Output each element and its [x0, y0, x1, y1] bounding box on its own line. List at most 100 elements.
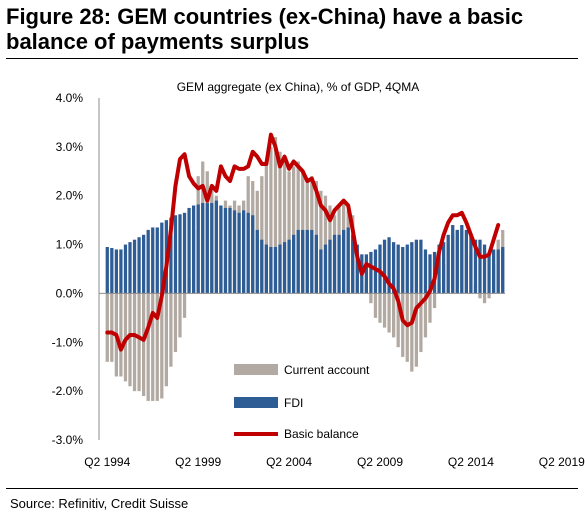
fdi-bar [451, 225, 455, 294]
fdi-bar [296, 229, 300, 294]
fdi-bar [192, 205, 196, 294]
current-account-bar [428, 293, 432, 323]
y-tick-label: 4.0% [56, 91, 84, 105]
basic-balance-line [105, 132, 501, 352]
fdi-bar [392, 242, 396, 294]
fdi-bar [123, 244, 128, 294]
fdi-bar [355, 244, 359, 294]
fdi-bar [332, 234, 337, 294]
fdi-bar [419, 239, 423, 294]
current-account-bar [296, 161, 300, 294]
fdi-bar [228, 207, 232, 294]
current-account-bar [151, 293, 155, 401]
fdi-bar [323, 244, 328, 294]
fdi-bar [255, 229, 259, 294]
current-account-bar [405, 293, 409, 362]
current-account-bar [319, 190, 323, 294]
fdi-bar [114, 249, 118, 294]
fdi-bar [187, 207, 191, 294]
current-account-bar [105, 293, 109, 362]
current-account-bar [432, 293, 437, 309]
fdi-bar [219, 205, 223, 294]
fdi-bar [442, 242, 446, 294]
fdi-bar [196, 204, 200, 294]
fdi-bar [201, 203, 205, 294]
fdi-bar [237, 212, 241, 294]
current-account-bar [264, 161, 268, 294]
fdi-bar [314, 234, 318, 294]
fdi-bar [232, 210, 237, 294]
fdi-bar [501, 247, 505, 294]
fdi-bar [146, 229, 150, 294]
fdi-bar [169, 217, 173, 294]
current-account-bar [137, 293, 141, 392]
fdi-bar [492, 249, 496, 294]
fdi-bar [160, 222, 164, 294]
fdi-bar [128, 242, 132, 294]
fdi-bar [342, 229, 346, 294]
current-account-bar [401, 293, 405, 357]
current-account-bar [287, 171, 291, 294]
fdi-bar [478, 239, 482, 294]
current-account-bar [419, 293, 423, 353]
current-account-bar [410, 293, 414, 372]
basic-balance-line-group [105, 132, 501, 352]
current-account-bar [132, 293, 137, 392]
fdi-bar [242, 210, 246, 294]
current-account-bar [414, 293, 418, 367]
current-account-bar [155, 293, 159, 401]
current-account-bar [146, 293, 150, 401]
title-rule [6, 58, 578, 59]
current-account-bar [260, 176, 264, 294]
fdi-bar [105, 247, 109, 294]
fdi-bar [205, 203, 209, 294]
fdi-bar [178, 214, 182, 294]
x-tick-label: Q2 1999 [175, 455, 221, 469]
current-account-bar [382, 293, 387, 328]
legend-label-basic-balance: Basic balance [284, 427, 359, 441]
x-tick-label: Q2 1994 [84, 455, 130, 469]
fdi-bar [364, 254, 368, 294]
fdi-bar [378, 244, 382, 294]
current-account-bar [142, 293, 146, 397]
current-account-bar [164, 293, 168, 387]
fdi-bar [496, 249, 500, 294]
y-tick-label: 0.0% [56, 286, 84, 300]
x-tick-label: Q2 2014 [448, 455, 494, 469]
current-account-bar [369, 293, 373, 304]
fdi-bar [414, 239, 418, 294]
fdi-bars [105, 200, 505, 294]
figure-title: Figure 28: GEM countries (ex-China) have… [6, 4, 524, 54]
legend: Current account FDI Basic balance [234, 363, 370, 441]
fdi-bar [469, 234, 473, 294]
fdi-bar [287, 239, 291, 294]
x-tick-label: Q2 2009 [357, 455, 403, 469]
axes [98, 98, 505, 440]
current-account-bar [387, 293, 391, 333]
fdi-bar [214, 200, 218, 294]
fdi-bar [405, 244, 409, 294]
x-tick-label: Q2 2004 [266, 455, 312, 469]
fdi-bar [455, 229, 459, 294]
fdi-bar [328, 239, 332, 294]
fdi-bar [319, 249, 323, 294]
fdi-bar [142, 234, 146, 294]
fdi-bar [251, 215, 255, 294]
fdi-bar [337, 234, 341, 294]
fdi-bar [260, 239, 264, 294]
fdi-bar [305, 229, 309, 294]
fdi-bar [151, 227, 155, 294]
chart-subtitle: GEM aggregate (ex China), % of GDP, 4QMA [177, 80, 420, 94]
current-account-bar [169, 293, 173, 367]
fdi-bar [351, 234, 355, 294]
current-account-bar [119, 293, 123, 377]
fdi-bar [464, 229, 468, 294]
fdi-bar [155, 227, 159, 294]
current-account-bar [282, 161, 287, 294]
current-account-bar [423, 293, 428, 338]
fdi-bar [482, 244, 487, 294]
current-account-bar [160, 293, 164, 399]
fdi-bar [428, 254, 432, 294]
current-account-bar [292, 166, 296, 294]
current-account-bar [128, 293, 132, 387]
